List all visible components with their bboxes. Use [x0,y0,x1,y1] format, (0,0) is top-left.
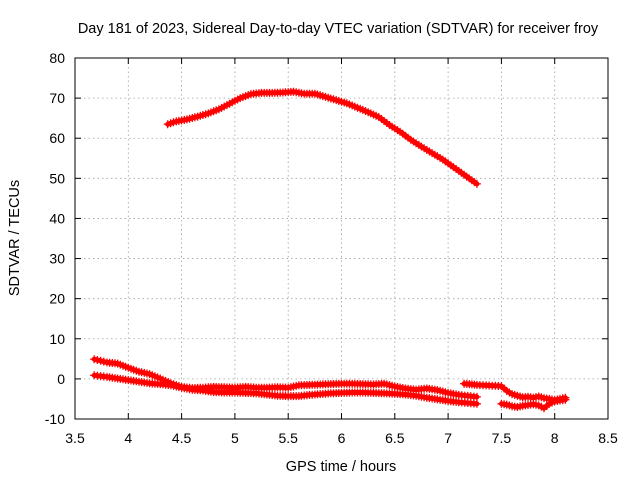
x-axis-ticks: 3.5 4 4.5 5 5.5 6 6.5 7 7.5 8 8.5 [65,58,618,446]
x-tick-label: 8.5 [598,430,618,446]
y-tick-label: 70 [49,90,65,106]
y-tick-label: 40 [49,210,65,226]
y-tick-label: 0 [57,371,65,387]
x-tick-label: 8 [551,430,559,446]
data-series [165,89,480,187]
x-tick-label: 3.5 [65,430,85,446]
chart-title: Day 181 of 2023, Sidereal Day-to-day VTE… [78,21,599,37]
grid-lines [75,58,608,419]
y-tick-label: 50 [49,170,65,186]
x-tick-label: 5.5 [278,430,298,446]
data-point [472,392,481,401]
y-tick-label: 30 [49,251,65,267]
x-tick-label: 5 [231,430,239,446]
y-axis-label: SDTVAR / TECUs [7,180,23,296]
x-tick-label: 6 [338,430,346,446]
y-tick-label: 80 [49,50,65,66]
y-tick-label: -10 [45,411,65,427]
series-line [165,89,480,187]
y-tick-label: 60 [49,130,65,146]
x-tick-label: 4 [124,430,132,446]
x-tick-label: 7 [444,430,452,446]
x-tick-label: 6.5 [385,430,405,446]
y-tick-label: 10 [49,331,65,347]
data-points [90,87,570,413]
y-tick-label: 20 [49,291,65,307]
data-point [472,179,481,188]
y-axis-ticks: -10 0 10 20 30 40 50 60 70 80 [45,50,608,427]
data-point [561,395,570,404]
data-point [472,399,481,408]
x-axis-label: GPS time / hours [286,459,396,475]
x-tick-label: 4.5 [172,430,192,446]
x-tick-label: 7.5 [492,430,512,446]
